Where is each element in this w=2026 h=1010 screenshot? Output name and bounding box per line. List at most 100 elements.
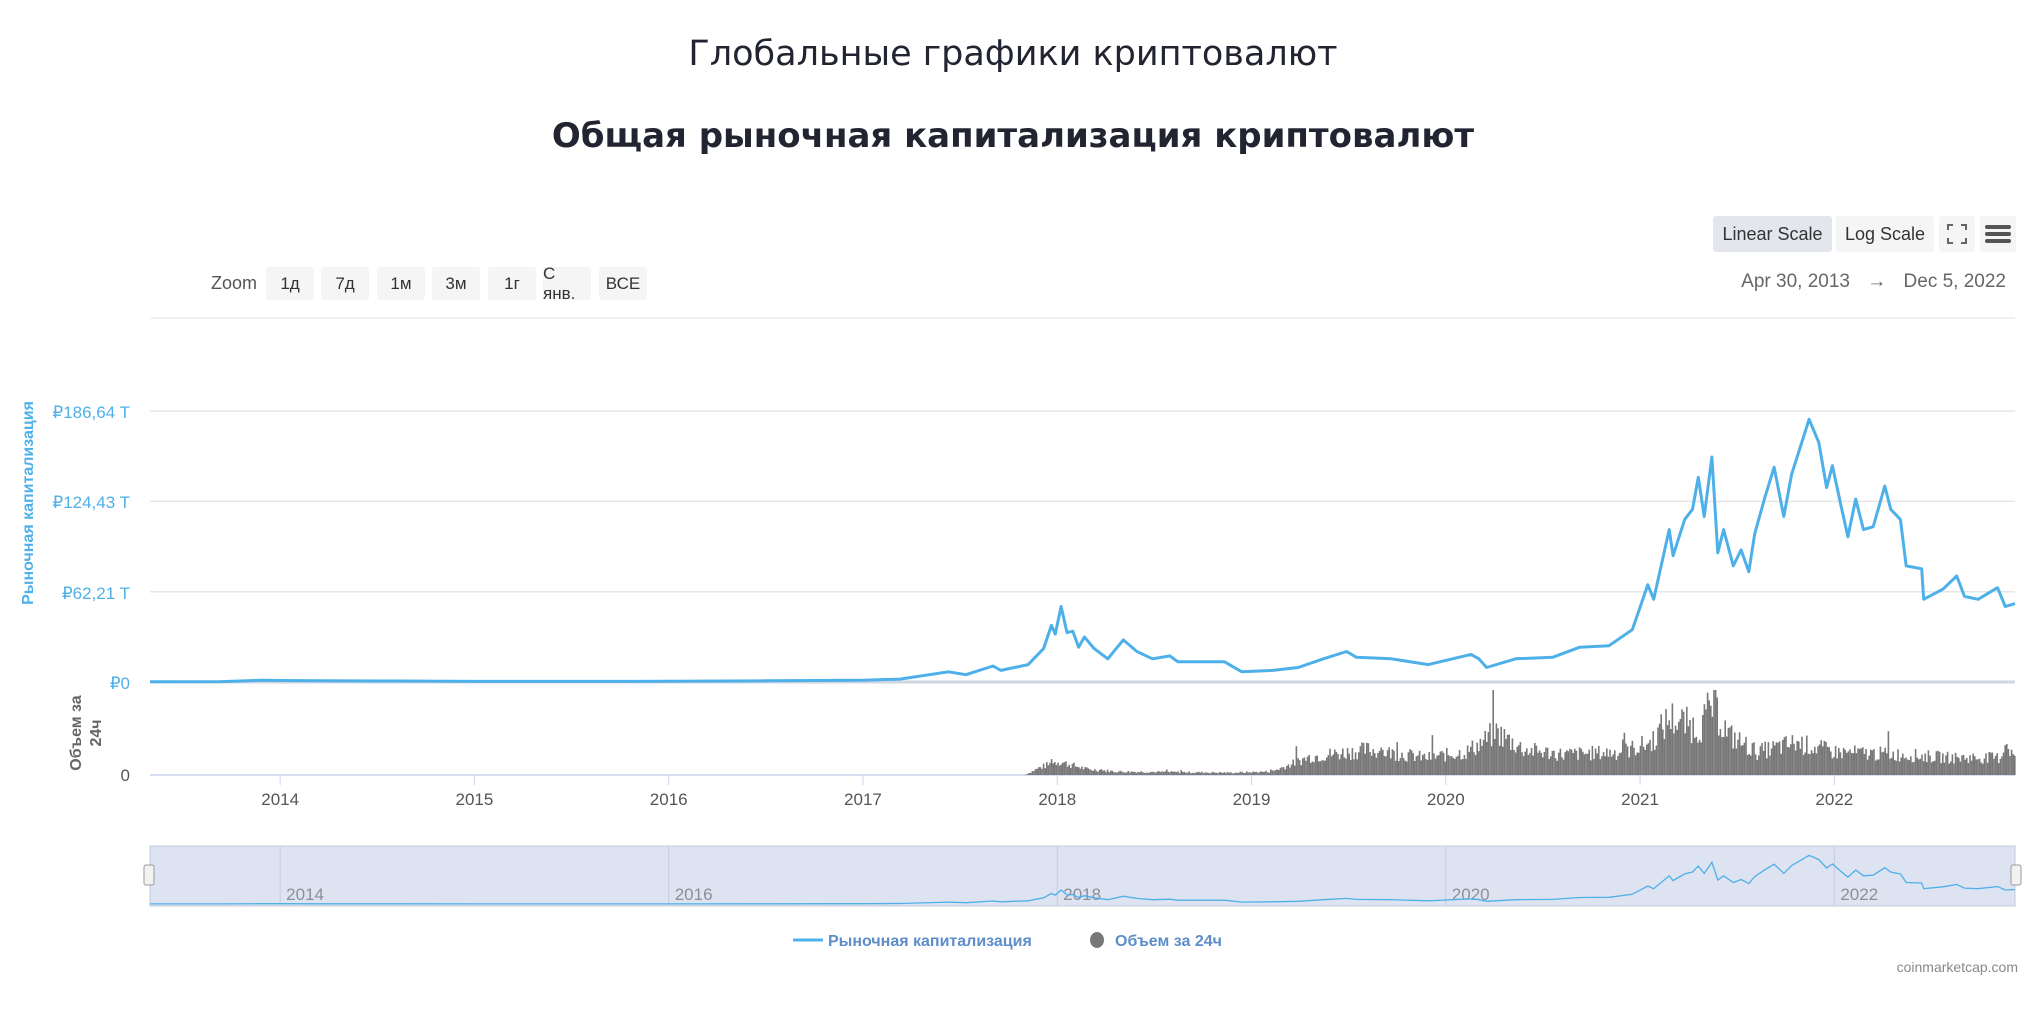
credit-link[interactable]: coinmarketcap.com	[1897, 959, 2018, 975]
navigator-right-handle[interactable]	[2010, 864, 2022, 886]
volume-bar	[1119, 770, 1122, 775]
volume-bar	[1436, 755, 1438, 775]
volume-bar	[1729, 727, 1731, 775]
volume-bar	[1790, 744, 1792, 775]
zoom-1m-button[interactable]: 1м	[377, 267, 425, 300]
legend-item-market-cap[interactable]: Рыночная капитализация	[828, 933, 1032, 950]
volume-bar	[1676, 729, 1678, 775]
volume-bar	[1601, 756, 1603, 775]
zoom-all-button[interactable]: ВСЕ	[599, 267, 647, 300]
volume-bar	[1113, 772, 1115, 775]
volume-bar	[1548, 759, 1550, 775]
zoom-7d-button[interactable]: 7д	[321, 267, 369, 300]
volume-bar	[1983, 758, 1986, 775]
volume-bar	[1889, 758, 1891, 775]
volume-bar	[1650, 751, 1653, 775]
volume-bar	[1818, 744, 1821, 775]
volume-bar	[1652, 731, 1654, 775]
volume-bar	[1577, 759, 1579, 775]
volume-bar	[1569, 748, 1571, 775]
volume-bar	[1366, 742, 1368, 775]
volume-bar	[1215, 772, 1218, 775]
x-tick-label: 2018	[1038, 790, 1076, 809]
volume-bar	[1785, 736, 1787, 775]
navigator-left-handle[interactable]	[143, 864, 155, 886]
volume-bar	[1674, 725, 1677, 775]
volume-bar	[1039, 767, 1042, 775]
volume-bar	[1257, 772, 1259, 775]
volume-bar	[1318, 761, 1320, 775]
volume-bar	[1849, 749, 1851, 775]
volume-bar	[1641, 735, 1643, 775]
zoom-3m-button[interactable]: 3м	[432, 267, 480, 300]
volume-axis-title: Объем за 24ч	[68, 695, 105, 770]
volume-bar	[1186, 772, 1189, 775]
volume-bar	[1519, 742, 1522, 775]
volume-bar	[1161, 771, 1163, 775]
zoom-1d-button[interactable]: 1д	[266, 267, 314, 300]
volume-bar	[1689, 720, 1691, 775]
volume-bar	[1118, 771, 1120, 775]
volume-bar	[1794, 750, 1797, 775]
volume-bar	[1353, 759, 1355, 775]
volume-bar	[1662, 729, 1664, 775]
volume-bar	[1767, 742, 1770, 775]
volume-bar	[1670, 729, 1672, 775]
x-tick-label: 2015	[456, 790, 494, 809]
volume-bar	[1433, 753, 1435, 775]
volume-bar	[1071, 763, 1074, 775]
volume-bar	[1598, 745, 1600, 775]
volume-bar	[1682, 711, 1685, 775]
volume-bar	[1930, 762, 1933, 775]
volume-bar	[1871, 750, 1874, 775]
volume-bar	[1570, 749, 1573, 775]
volume-bar	[1750, 755, 1752, 775]
volume-bar	[1940, 763, 1942, 775]
volume-bar	[1218, 772, 1221, 775]
volume-bar	[1233, 773, 1235, 775]
volume-bar	[1470, 746, 1472, 775]
volume-bar	[1642, 746, 1645, 775]
volume-bar	[1420, 760, 1422, 775]
volume-bar	[1249, 772, 1251, 775]
volume-bar	[1458, 750, 1461, 775]
volume-bar	[1042, 763, 1045, 775]
volume-bar	[1798, 741, 1800, 775]
legend-item-volume[interactable]: Объем за 24ч	[1115, 933, 1222, 950]
log-scale-button[interactable]: Log Scale	[1836, 216, 1934, 252]
volume-bar	[1532, 755, 1534, 775]
volume-bar	[1759, 746, 1762, 775]
volume-bar	[1210, 772, 1213, 775]
legend-circle-icon	[1090, 932, 1104, 948]
volume-bar	[1103, 770, 1106, 775]
navigator-selection[interactable]	[149, 845, 2016, 907]
date-arrow: →	[1867, 271, 1887, 292]
volume-bar	[1314, 756, 1317, 775]
volume-bar	[1950, 761, 1952, 775]
volume-bar	[1183, 771, 1186, 775]
volume-bar	[1975, 759, 1978, 775]
volume-bar	[1572, 753, 1574, 775]
chart-menu-button[interactable]	[1980, 216, 2016, 252]
date-from-input[interactable]: Apr 30, 2013	[1741, 271, 1850, 292]
volume-bar	[1478, 751, 1480, 775]
volume-bar	[1887, 731, 1890, 775]
fullscreen-button[interactable]	[1939, 216, 1975, 252]
volume-bar	[1710, 705, 1712, 775]
volume-bar	[1954, 752, 1957, 775]
volume-bar	[1772, 741, 1774, 775]
linear-scale-button[interactable]: Linear Scale	[1713, 216, 1832, 252]
date-to-input[interactable]: Dec 5, 2022	[1903, 271, 2006, 292]
y-tick-label: ₽0	[110, 674, 130, 693]
zoom-1y-button[interactable]: 1г	[488, 267, 536, 300]
volume-bar	[1367, 743, 1370, 775]
x-tick-label: 2017	[844, 790, 882, 809]
volume-bar	[1364, 753, 1366, 775]
volume-bar	[1593, 758, 1595, 775]
volume-bar	[1820, 740, 1822, 775]
zoom-ytd-button[interactable]: С янв.	[543, 264, 591, 303]
volume-bar	[1122, 772, 1125, 775]
volume-bar	[1516, 746, 1518, 775]
volume-bar	[1044, 768, 1046, 775]
volume-bar	[1574, 748, 1576, 775]
